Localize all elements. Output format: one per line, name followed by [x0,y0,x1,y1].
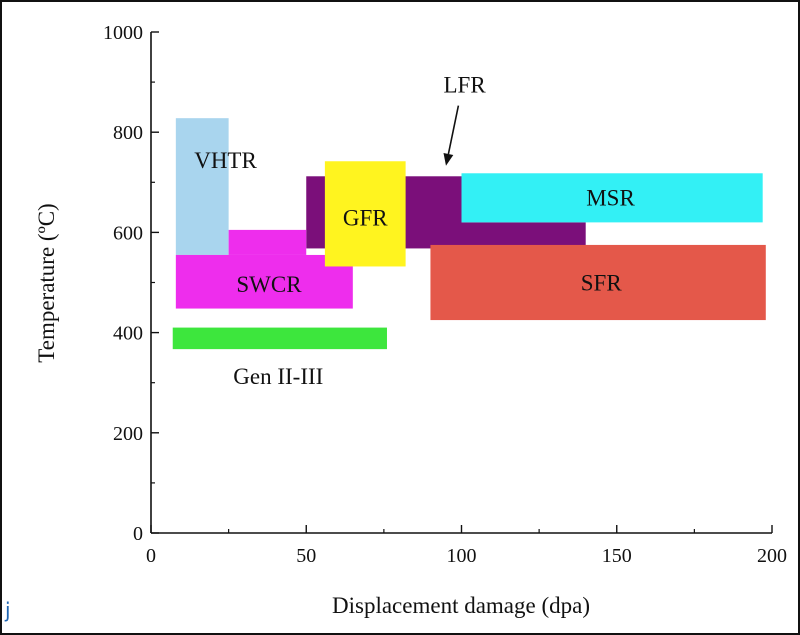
y-ticks: 0 200 400 600 800 1000 [103,22,159,545]
x-tick-label: 100 [447,545,477,567]
y-tick-label: 200 [113,423,143,445]
y-tick-label: 1000 [103,22,143,44]
region-swcr-box-1 [175,254,353,309]
region-msr-box-1 [461,173,763,223]
label-lfr: LFR [444,73,487,98]
region-sfr-box-1 [430,244,766,321]
region-vhtr-box-1 [175,118,229,255]
x-tick-label: 50 [296,545,316,567]
x-tick-label: 200 [757,545,787,567]
x-tick-label: 150 [602,545,632,567]
label-gen-ii-iii: Gen II-III [233,364,323,389]
region-lfr-box-2 [461,222,586,249]
y-tick-label: 400 [113,323,143,345]
region-boxes [172,118,766,350]
region-gfr-box-1 [324,161,406,267]
label-vhtr: VHTR [194,148,257,173]
x-ticks: 0 50 100 150 200 [146,525,787,567]
y-axis-title: Temperature (ºC) [34,203,59,362]
y-tick-label: 600 [113,222,143,244]
region-gen-ii-iii-box-1 [172,327,387,350]
lfr-arrow [443,105,460,166]
label-gfr: GFR [343,205,388,230]
arrow-shaft [447,105,460,155]
x-axis-title: Displacement damage (dpa) [332,593,590,618]
label-swcr: SWCR [236,272,302,297]
region-labels: VHTR SWCR GFR MSR SFR Gen II-III LFR [194,73,635,390]
label-sfr: SFR [581,271,623,296]
y-tick-label: 0 [133,523,143,545]
side-glyph: j [5,598,11,622]
region-swcr-box-2 [228,229,307,255]
y-tick-label: 800 [113,122,143,144]
x-tick-label: 0 [146,545,156,567]
arrow-head [443,153,454,166]
label-msr: MSR [586,185,635,210]
